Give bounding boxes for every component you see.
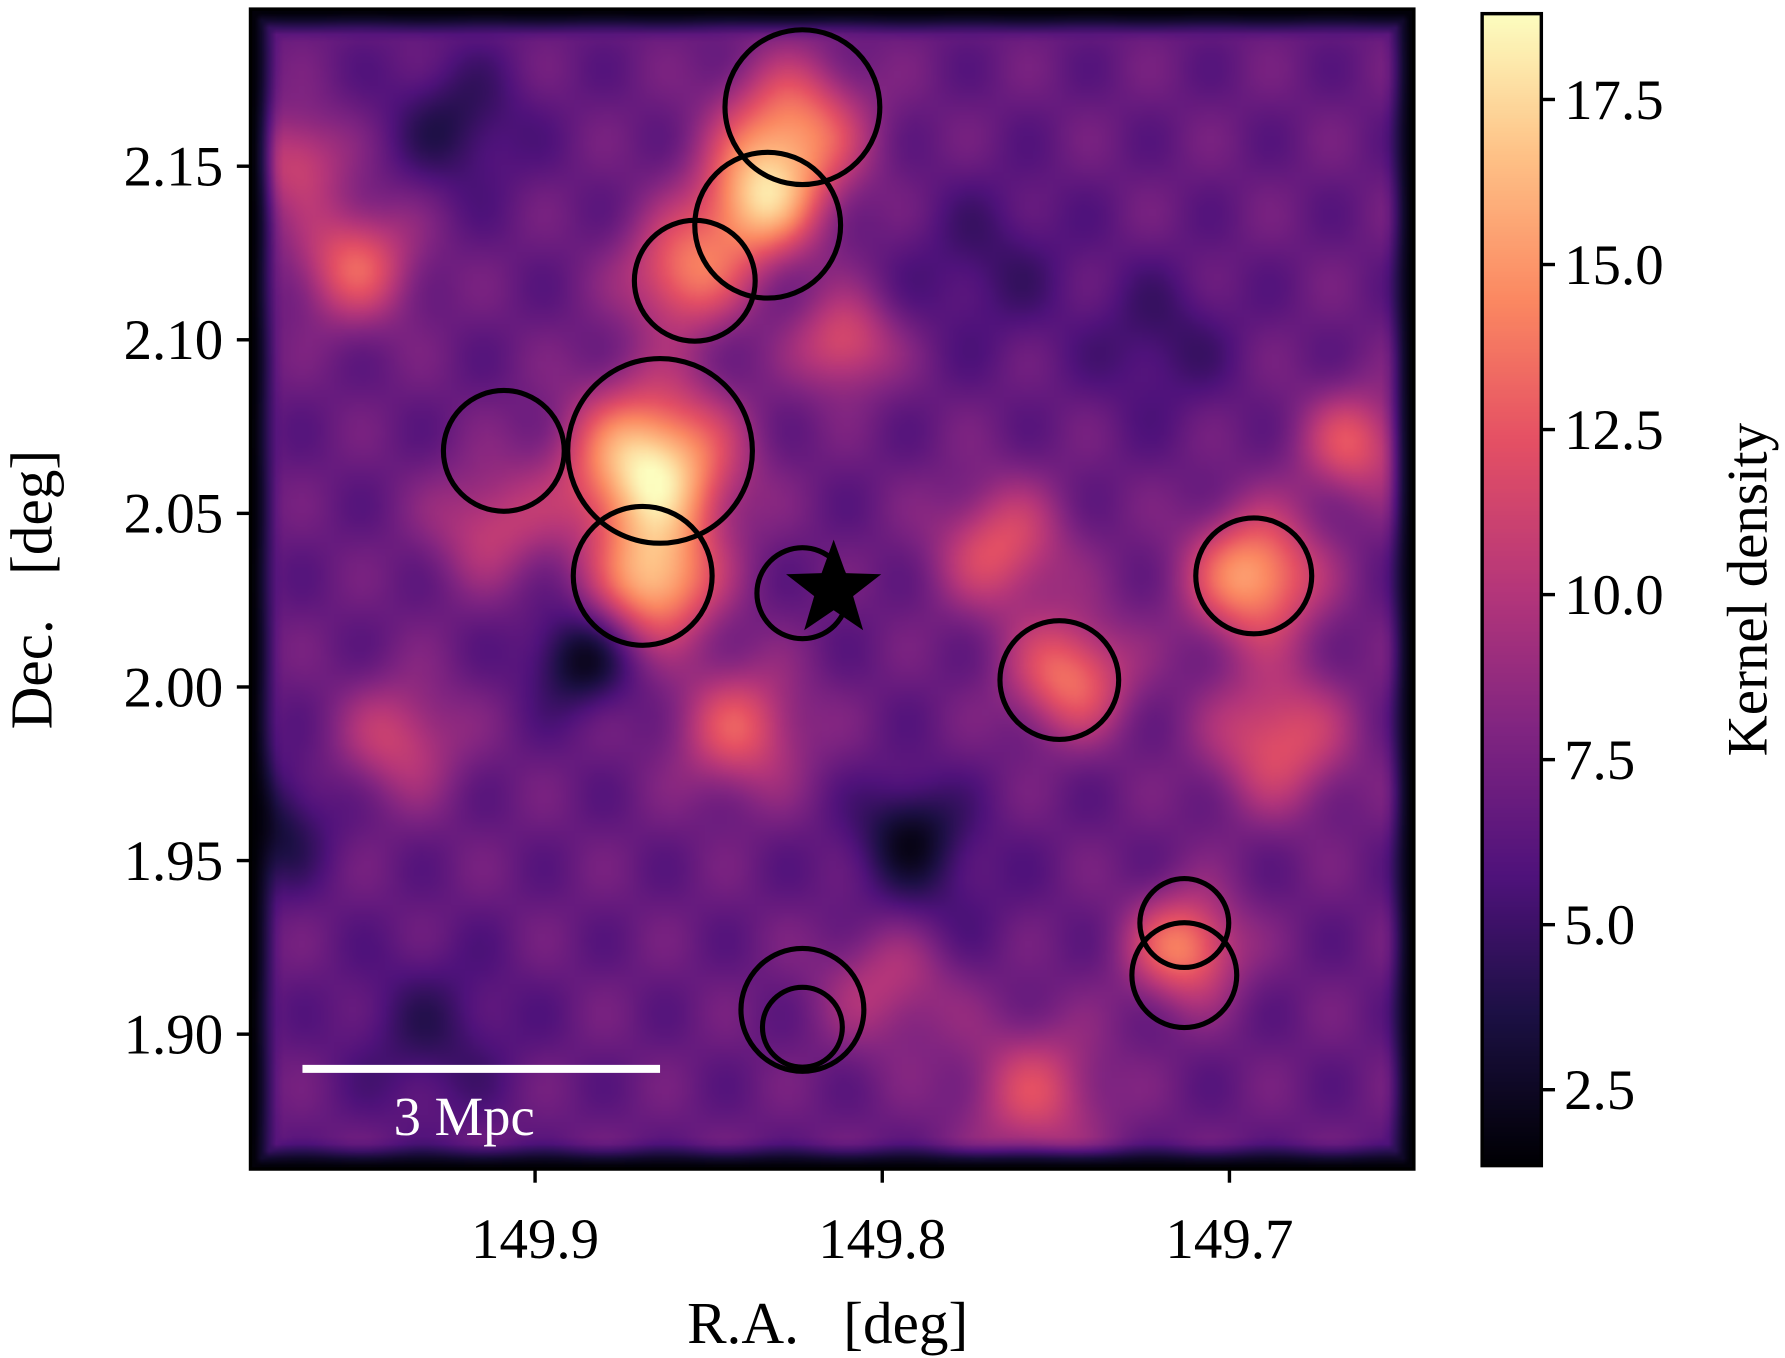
y-tick-label: 2.00 [124, 656, 224, 719]
circle-marker-3 [631, 217, 758, 344]
colorbar-tick-label: 7.5 [1564, 729, 1635, 792]
circle-marker-6 [570, 503, 715, 648]
scale-bar-label: 3 Mpc [394, 1086, 535, 1147]
circle-marker-10 [1137, 876, 1232, 971]
colorbar-axis: 2.5 5.0 7.5 10.0 12.5 15.0 17.5 [1541, 69, 1664, 1122]
circle-marker-1 [722, 27, 883, 188]
colorbar-tick-label: 12.5 [1564, 399, 1664, 462]
x-axis: 149.9 149.8 149.7 [471, 1169, 1293, 1271]
circle-marker-9 [1193, 515, 1315, 637]
y-tick-label: 1.95 [124, 830, 224, 893]
x-tick-label: 149.7 [1165, 1208, 1293, 1271]
circle-marker-11 [1129, 920, 1240, 1031]
colorbar-tick-label: 5.0 [1564, 894, 1635, 957]
x-tick-label: 149.8 [818, 1208, 946, 1271]
colorbar-label: Kernel density [1717, 422, 1780, 756]
plot-frame [248, 7, 1416, 1171]
circle-marker-12 [738, 945, 867, 1074]
x-tick-label: 149.9 [471, 1208, 599, 1271]
y-tick-label: 2.05 [124, 483, 224, 546]
y-axis-label: Dec. [deg] [0, 450, 64, 729]
y-tick-label: 2.15 [124, 136, 224, 199]
y-axis: 1.90 1.95 2.00 2.05 2.10 2.15 [124, 136, 251, 1067]
colorbar-tick-label: 2.5 [1564, 1059, 1635, 1122]
star-marker [786, 539, 882, 631]
colorbar-tick-label: 15.0 [1564, 234, 1664, 297]
circle-marker-2 [692, 149, 844, 301]
y-tick-label: 1.90 [124, 1004, 224, 1067]
colorbar-frame [1480, 11, 1544, 1168]
circle-marker-13 [759, 984, 845, 1070]
circle-marker-5 [440, 387, 567, 514]
circle-marker-8 [997, 618, 1122, 742]
y-tick-label: 2.10 [124, 309, 224, 372]
colorbar-tick-label: 10.0 [1564, 564, 1664, 627]
x-axis-label: R.A. [deg] [687, 1290, 968, 1356]
circles-layer [440, 27, 1315, 1074]
colorbar-tick-label: 17.5 [1564, 69, 1664, 132]
circle-marker-4 [565, 355, 755, 546]
colorbar-gradient [1482, 13, 1542, 1166]
